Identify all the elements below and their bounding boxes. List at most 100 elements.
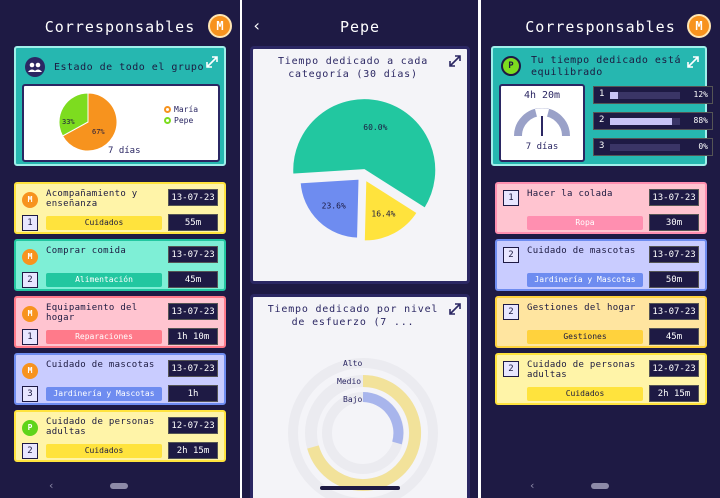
user-avatar[interactable]: M bbox=[687, 14, 711, 38]
assignee-badge: M bbox=[22, 306, 38, 322]
task-duration: 2h 15m bbox=[649, 385, 699, 402]
task-card[interactable]: M Cuidado de mascotas 13-07-23 3 Jardinería … bbox=[14, 353, 226, 405]
expand-icon[interactable] bbox=[206, 56, 218, 68]
pie-slice-label: 67% bbox=[92, 128, 105, 136]
task-date: 13-07-23 bbox=[649, 189, 699, 206]
category-tag: Reparaciones bbox=[46, 330, 162, 344]
task-duration: 1h bbox=[168, 385, 218, 402]
level-fill bbox=[610, 118, 672, 125]
task-card[interactable]: M Equipamiento del hogar 13-07-23 1 Reparaci… bbox=[14, 296, 226, 348]
category-tag: Cuidados bbox=[527, 387, 643, 401]
home-nav-icon[interactable] bbox=[110, 483, 128, 489]
pie-slice bbox=[298, 177, 361, 240]
period-label: 7 días bbox=[108, 146, 141, 156]
system-navbar bbox=[242, 476, 478, 498]
screen-my-balance: Corresponsables M P Tu tiempo dedicado e… bbox=[481, 0, 720, 498]
effort-level-bar-3: 3 0% bbox=[593, 138, 713, 156]
task-card[interactable]: M Acompañamiento y enseñanza 13-07-23 1 Cuid… bbox=[14, 182, 226, 234]
effort-level-bar-1: 1 12% bbox=[593, 86, 713, 104]
pie-slice-label: 33% bbox=[62, 118, 75, 126]
category-tag: Jardinería y Mascotas bbox=[46, 387, 162, 401]
task-date: 13-07-23 bbox=[168, 246, 218, 263]
back-nav-icon[interactable]: ‹ bbox=[48, 479, 55, 492]
pie-slice bbox=[291, 99, 438, 211]
task-count-badge: 1 bbox=[22, 329, 38, 345]
group-status-card[interactable]: Estado de todo el grupo 33% 67% María Pep… bbox=[14, 46, 226, 166]
task-name: Cuidado de mascotas bbox=[527, 246, 636, 256]
group-status-title: Estado de todo el grupo bbox=[54, 62, 204, 73]
balance-gauge bbox=[514, 108, 570, 137]
app-title: Corresponsables bbox=[525, 18, 676, 36]
task-card[interactable]: P Cuidado de personas adultas 12-07-23 2 Cui… bbox=[14, 410, 226, 462]
task-card[interactable]: Cuidado de mascotas 13-07-23 2 Jardinería y… bbox=[495, 239, 707, 291]
period-label: 7 días bbox=[525, 142, 559, 152]
task-card[interactable]: M Comprar comida 13-07-23 2 Alimentación 45m bbox=[14, 239, 226, 291]
back-arrow-icon[interactable]: ‹ bbox=[252, 16, 262, 35]
level-number: 1 bbox=[599, 89, 605, 99]
legend-label: María bbox=[174, 105, 199, 114]
app-header: Corresponsables M bbox=[0, 10, 240, 42]
effort-level-bar-2: 2 88% bbox=[593, 112, 713, 130]
effort-chart-card[interactable]: Tiempo dedicado por nivel de esfuerzo (7… bbox=[250, 294, 470, 498]
back-nav-icon[interactable]: ‹ bbox=[529, 479, 536, 492]
task-name: Acompañamiento y enseñanza bbox=[46, 189, 138, 209]
effort-chart-title: Tiempo dedicado por nivel de esfuerzo (7… bbox=[267, 304, 439, 328]
task-card[interactable]: Gestiones del hogar 13-07-23 2 Gestiones 45m bbox=[495, 296, 707, 348]
task-duration: 45m bbox=[168, 271, 218, 288]
category-pie-title: Tiempo dedicado a cada categoría (30 día… bbox=[277, 56, 429, 80]
pie-slice bbox=[362, 177, 420, 243]
level-track bbox=[610, 92, 680, 99]
task-duration: 1h 10m bbox=[168, 328, 218, 345]
system-navbar: ‹ bbox=[0, 476, 240, 498]
task-date: 13-07-23 bbox=[168, 360, 218, 377]
category-pie-chart: 60.0% 16.4% 23.6% bbox=[291, 99, 438, 243]
task-card[interactable]: Hacer la colada 13-07-23 1 Ropa 30m bbox=[495, 182, 707, 234]
app-title: Corresponsables bbox=[44, 18, 196, 36]
task-count-badge: 2 bbox=[503, 304, 519, 320]
effort-radial-chart bbox=[288, 358, 438, 498]
task-name: Hacer la colada bbox=[527, 189, 613, 199]
home-nav-icon[interactable] bbox=[591, 483, 609, 489]
group-icon bbox=[25, 57, 45, 77]
task-date: 13-07-23 bbox=[168, 189, 218, 206]
expand-icon[interactable] bbox=[449, 303, 461, 315]
task-date: 13-07-23 bbox=[649, 246, 699, 263]
user-badge-p: P bbox=[501, 56, 521, 76]
effort-bar-medio bbox=[307, 375, 422, 491]
task-count-badge: 2 bbox=[22, 272, 38, 288]
pie-slice-maria bbox=[61, 92, 118, 152]
expand-icon[interactable] bbox=[449, 55, 461, 67]
level-percent: 88% bbox=[693, 116, 708, 125]
balance-card[interactable]: P Tu tiempo dedicado está equilibrado 4h… bbox=[491, 46, 713, 166]
task-card[interactable]: Cuidado de personas adultas 12-07-23 2 Cuid… bbox=[495, 353, 707, 405]
gauge-panel: 4h 20m 7 días bbox=[499, 84, 585, 162]
category-tag: Jardinería y Mascotas bbox=[527, 273, 643, 287]
level-track bbox=[610, 118, 680, 125]
effort-ring-alto bbox=[288, 358, 438, 498]
task-name: Cuidado de personas adultas bbox=[527, 360, 636, 380]
effort-label-bajo: Bajo bbox=[343, 395, 363, 404]
expand-icon[interactable] bbox=[687, 56, 699, 68]
member-title: Pepe bbox=[339, 18, 381, 36]
task-duration: 30m bbox=[649, 214, 699, 231]
task-name: Equipamiento del hogar bbox=[46, 303, 138, 323]
category-pie-card[interactable]: Tiempo dedicado a cada categoría (30 día… bbox=[250, 46, 470, 284]
level-fill bbox=[610, 92, 619, 99]
pie-slice-label: 60.0% bbox=[363, 123, 387, 132]
system-navbar: ‹ bbox=[481, 476, 720, 498]
task-name: Cuidado de mascotas bbox=[46, 360, 155, 370]
level-track bbox=[610, 144, 680, 151]
assignee-badge: M bbox=[22, 249, 38, 265]
legend-label: Pepe bbox=[174, 116, 194, 125]
category-tag: Alimentación bbox=[46, 273, 162, 287]
pie-slice-label: 16.4% bbox=[371, 209, 395, 218]
app-header: ‹ Pepe bbox=[242, 10, 478, 42]
legend-item-pepe: Pepe bbox=[164, 115, 198, 126]
user-avatar[interactable]: M bbox=[208, 14, 232, 38]
screen-member-stats: ‹ Pepe Tiempo dedicado a cada categoría … bbox=[242, 0, 478, 498]
task-duration: 50m bbox=[649, 271, 699, 288]
task-name: Cuidado de personas adultas bbox=[46, 417, 155, 437]
task-name: Gestiones del hogar bbox=[527, 303, 636, 313]
task-date: 12-07-23 bbox=[168, 417, 218, 434]
gesture-bar[interactable] bbox=[320, 486, 400, 490]
